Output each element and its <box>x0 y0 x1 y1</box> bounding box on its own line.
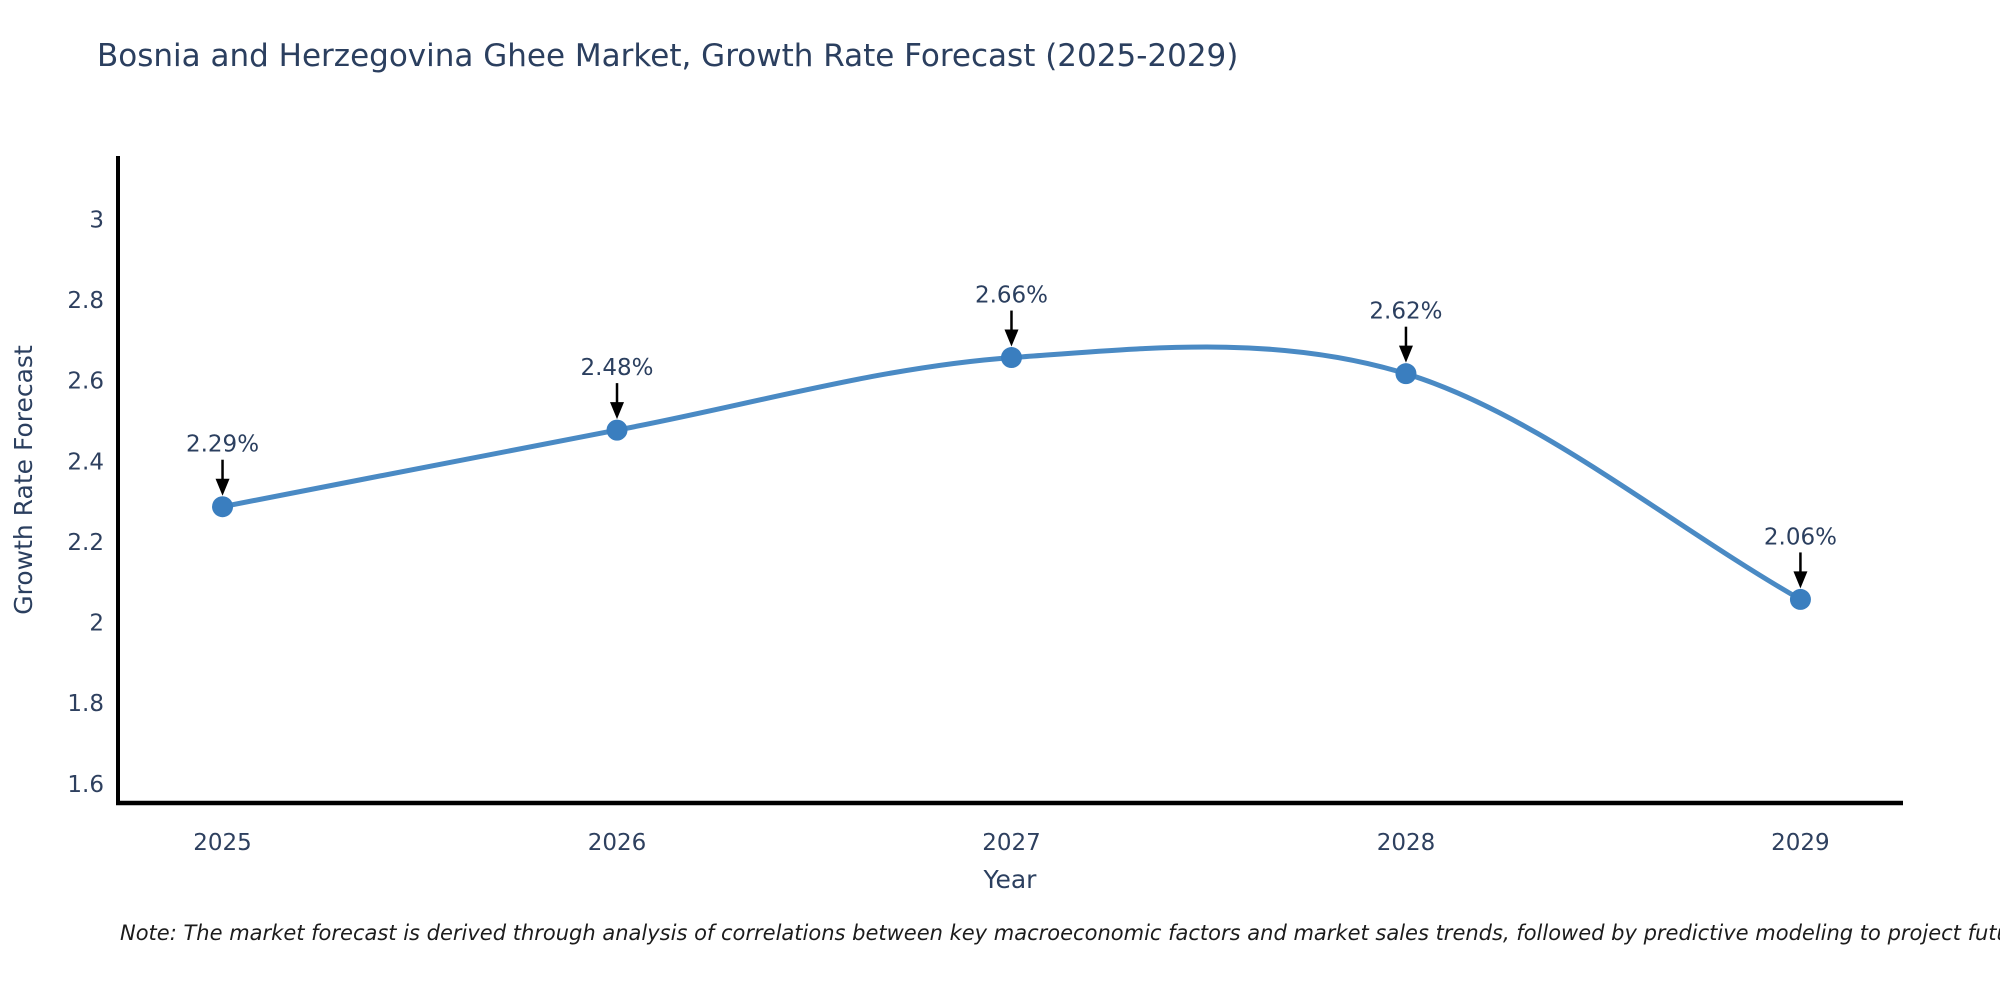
y-axis-title: Growth Rate Forecast <box>9 345 38 615</box>
data-point-label: 2.29% <box>186 432 259 458</box>
annotation-arrow-head <box>610 402 625 420</box>
annotation-arrow-head <box>1793 571 1808 589</box>
data-point-marker <box>1395 363 1417 385</box>
y-tick-label: 1.8 <box>67 691 104 717</box>
x-tick-label: 2027 <box>982 830 1041 856</box>
data-point-marker <box>1000 347 1022 369</box>
y-tick-label: 2 <box>89 611 104 637</box>
y-axis-tick-labels: 1.6 1.8 2 2.2 2.4 2.6 2.8 3 <box>67 207 104 797</box>
data-point-markers <box>212 347 1811 610</box>
forecast-line-series <box>220 344 1803 602</box>
x-axis-tick-labels: 2025 2026 2027 2028 2029 <box>193 830 1829 856</box>
y-tick-label: 2.4 <box>67 449 104 475</box>
data-point-label: 2.06% <box>1764 524 1837 550</box>
annotation-arrow-head <box>215 478 230 496</box>
y-tick-label: 2.6 <box>67 369 104 395</box>
y-tick-label: 2.2 <box>67 530 104 556</box>
y-tick-label: 2.8 <box>67 288 104 314</box>
chart-title: Bosnia and Herzegovina Ghee Market, Grow… <box>97 38 1238 74</box>
x-tick-label: 2029 <box>1771 830 1830 856</box>
annotation-arrow-head <box>1398 345 1413 363</box>
data-point-label: 2.48% <box>580 355 653 381</box>
data-point-label: 2.62% <box>1369 299 1442 325</box>
y-tick-label: 1.6 <box>67 772 104 798</box>
footnote: Note: The market forecast is derived thr… <box>120 921 2000 945</box>
data-point-label: 2.66% <box>975 283 1048 309</box>
x-tick-label: 2026 <box>588 830 647 856</box>
x-tick-label: 2025 <box>193 830 252 856</box>
forecast-line <box>220 344 1803 602</box>
data-point-marker <box>212 496 234 518</box>
x-axis-title: Year <box>983 865 1038 894</box>
x-tick-label: 2028 <box>1377 830 1436 856</box>
annotation-arrow-head <box>1004 329 1019 347</box>
data-point-marker <box>606 419 628 441</box>
data-point-annotations: 2.29% 2.48% 2.66% 2.62% 2.06% <box>186 283 1837 589</box>
y-tick-label: 3 <box>89 207 104 233</box>
data-point-marker <box>1789 588 1811 610</box>
